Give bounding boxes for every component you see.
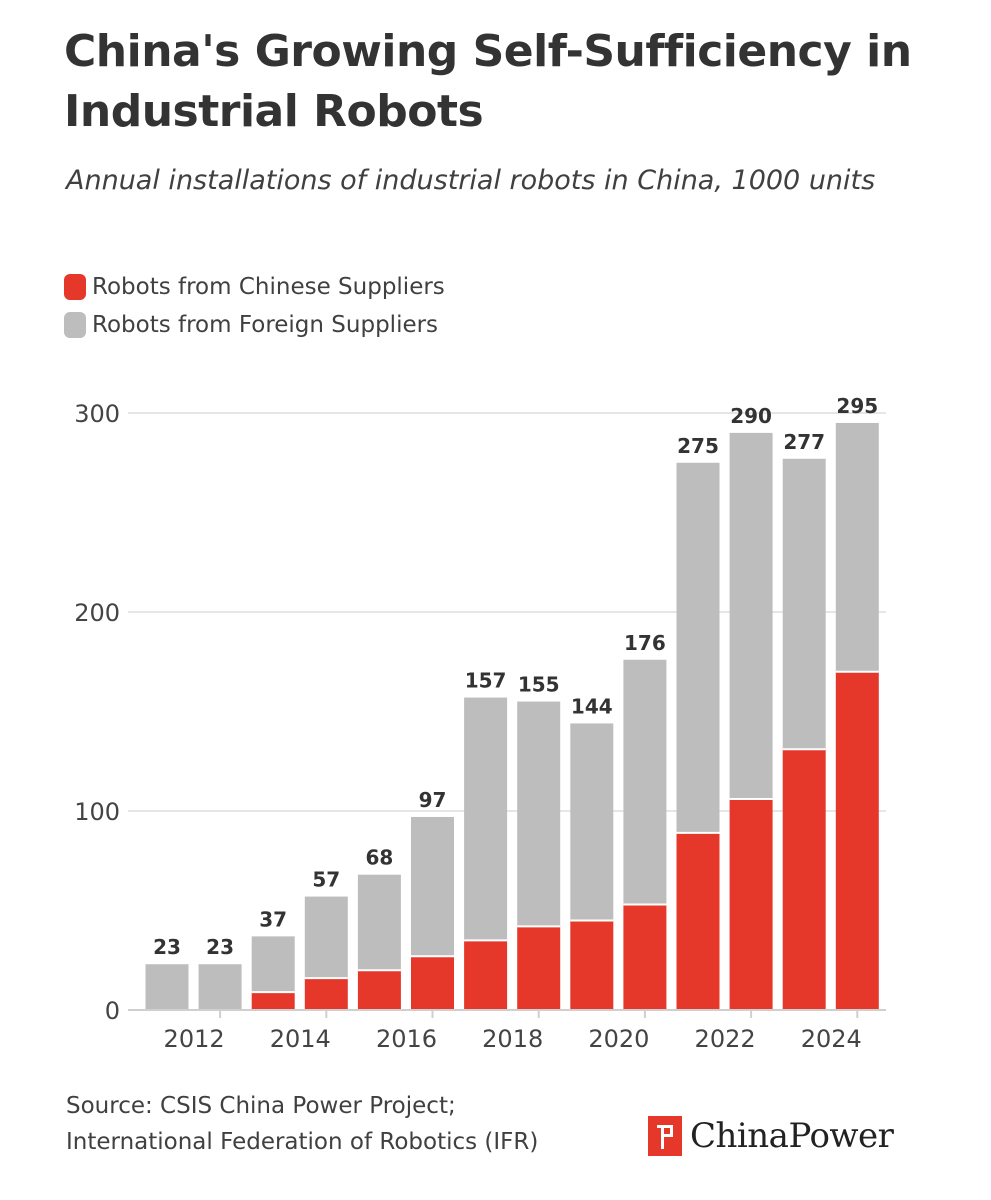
y-tick-label: 200 (74, 599, 120, 627)
logo-text: ChinaPower (690, 1116, 894, 1156)
bar-segment (782, 749, 826, 1010)
bar-segment (676, 832, 720, 1010)
bar-segment (835, 671, 879, 1010)
source-note: Source: CSIS China Power Project; Intern… (66, 1093, 539, 1155)
bar-segment (464, 940, 508, 1010)
bar-segment (623, 659, 667, 905)
bar-segment (729, 432, 773, 800)
bar-segment (517, 926, 561, 1010)
bar-segment (676, 462, 720, 833)
bar-segment (145, 964, 189, 1010)
bar-segment (198, 964, 242, 1010)
x-tick-label: 2014 (270, 1025, 331, 1053)
bar-segment (304, 896, 348, 979)
stacked-bar-chart: 0 100 200 300 23 23 37 57 68 97 157 155 144 176 275 290… (74, 394, 886, 1053)
bar-total-label: 277 (783, 430, 825, 454)
bar-total-label: 155 (518, 673, 560, 697)
bar-segment (251, 992, 295, 1010)
bar-segment (623, 904, 667, 1010)
legend-swatch-foreign (64, 312, 86, 338)
bar-segment (357, 874, 401, 971)
x-tick-label: 2020 (588, 1025, 649, 1053)
bar-total-label: 23 (206, 935, 234, 959)
bar-segment (517, 701, 561, 927)
x-tick-label: 2016 (376, 1025, 437, 1053)
legend-swatch-chinese (64, 274, 86, 300)
bar-segment (835, 422, 879, 672)
bar-segment (729, 799, 773, 1010)
bar-total-label: 68 (365, 846, 393, 870)
bar-segment (411, 816, 454, 957)
bar-segment (570, 723, 614, 921)
legend-item-foreign: Robots from Foreign Suppliers (64, 306, 445, 344)
legend-item-chinese: Robots from Chinese Suppliers (64, 268, 445, 306)
x-tick-label: 2024 (801, 1025, 862, 1053)
bar-total-label: 295 (836, 394, 878, 418)
bar-total-label: 275 (677, 434, 719, 458)
bar-total-label: 37 (259, 907, 287, 931)
bar-total-label: 57 (312, 868, 340, 892)
x-tick-label: 2018 (482, 1025, 543, 1053)
y-tick-label: 0 (105, 997, 120, 1025)
x-tick-label: 2022 (695, 1025, 756, 1053)
chart-subtitle: Annual installations of industrial robot… (66, 165, 876, 196)
bar-segment (357, 970, 401, 1010)
chart-title: China's Growing Self-Sufficiency in Indu… (64, 26, 912, 137)
bar-total-label: 290 (730, 404, 772, 428)
chinapower-logo: ChinaPower (648, 1116, 894, 1156)
bar-total-label: 23 (153, 935, 181, 959)
bar-segment (464, 697, 508, 941)
bar-total-label: 157 (465, 669, 507, 693)
bar-segment (782, 458, 826, 750)
legend-label-chinese: Robots from Chinese Suppliers (92, 274, 445, 300)
bar-total-label: 97 (419, 788, 447, 812)
chinapower-logo-icon (648, 1116, 682, 1156)
y-tick-label: 100 (74, 798, 120, 826)
bar-segment (251, 936, 295, 993)
legend: Robots from Chinese Suppliers Robots fro… (64, 268, 445, 344)
bar-total-label: 176 (624, 631, 666, 655)
bar-total-label: 144 (571, 694, 613, 718)
legend-label-foreign: Robots from Foreign Suppliers (92, 312, 439, 338)
bar-segment (411, 956, 454, 1010)
y-tick-label: 300 (74, 400, 120, 428)
bar-segment (570, 920, 614, 1010)
x-tick-label: 2012 (164, 1025, 225, 1053)
bar-segment (304, 978, 348, 1010)
